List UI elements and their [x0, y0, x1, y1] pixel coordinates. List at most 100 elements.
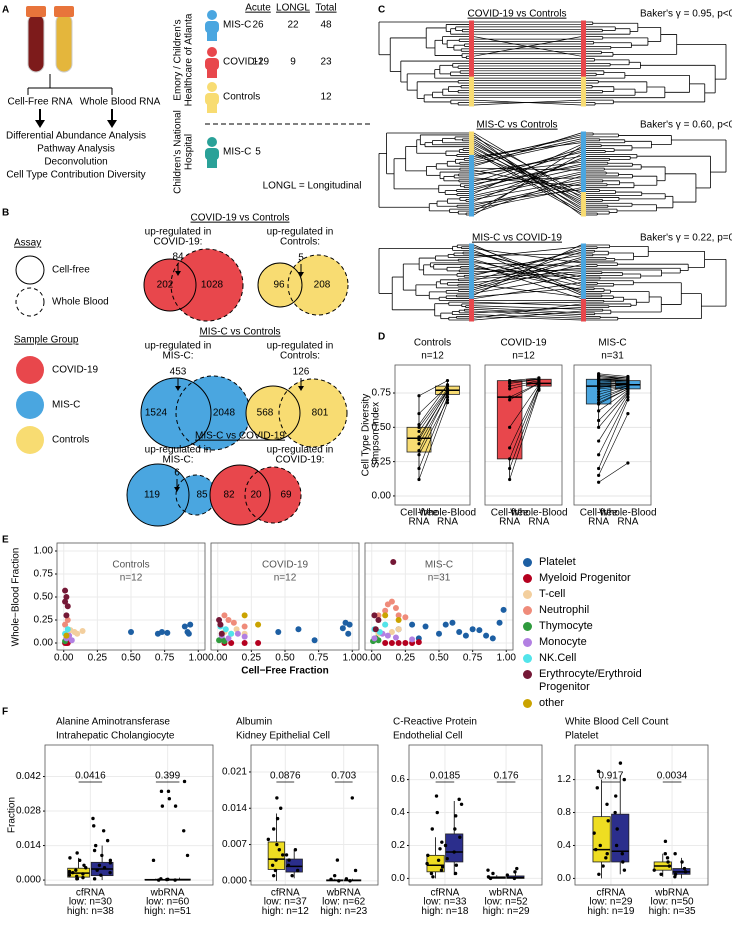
point [445, 379, 450, 383]
point [597, 418, 601, 423]
group-count: high: n=38 [67, 906, 114, 917]
box [445, 833, 464, 863]
point [508, 384, 512, 388]
side-label: up-regulated in [267, 341, 334, 352]
pair-line [418, 380, 448, 397]
point [597, 480, 601, 484]
site-label: Emory / Children's [173, 19, 184, 100]
legend-item: NK.Cell [520, 652, 720, 665]
side-label: MIS-C: [162, 455, 193, 466]
panel-frame [56, 542, 206, 651]
point [597, 439, 601, 443]
point [185, 630, 192, 637]
point [382, 607, 389, 614]
point [409, 621, 416, 628]
legend-swatch [523, 574, 532, 583]
point [272, 827, 276, 831]
point [457, 797, 461, 802]
group-symbol [16, 426, 44, 454]
point [596, 769, 601, 774]
point [462, 632, 469, 639]
x-tick-label: 0.75 [463, 653, 483, 664]
venn-cf [245, 385, 301, 441]
point [597, 390, 601, 394]
tanglegram-stat: Baker's γ = 0.22, p=0.002 [640, 233, 732, 244]
point [78, 858, 82, 863]
x-tick-label: Cell-free [491, 508, 529, 519]
point [295, 868, 300, 873]
p-value: 0.703 [331, 771, 356, 782]
pair-line [598, 391, 629, 421]
venn-overlap: 20 [250, 490, 262, 501]
footnote: LONGL = Longitudinal [263, 181, 362, 192]
venn-count: 208 [314, 280, 331, 291]
point [388, 640, 395, 647]
point [290, 873, 294, 878]
point [274, 858, 278, 862]
point [392, 634, 399, 641]
venn-overlap: 6 [174, 468, 180, 479]
tangle-line [473, 301, 582, 307]
comparison-title: MIS-C vs COVID-19 [195, 431, 285, 442]
x-tick-label: 0.50 [275, 653, 295, 664]
point [372, 626, 379, 633]
tangle-line [473, 146, 582, 216]
point [597, 395, 601, 399]
tube [27, 13, 45, 73]
pair-line [509, 381, 539, 390]
pair-line [598, 396, 629, 455]
point [417, 477, 421, 482]
y-tick-label: 0.50 [372, 422, 392, 433]
point [508, 466, 512, 471]
point [436, 858, 441, 862]
point [335, 858, 340, 862]
point [275, 796, 279, 800]
x-tick-label: 1.00 [497, 653, 517, 664]
pair-line [509, 388, 540, 469]
legend-item: Erythrocyte/Erythroid Progenitor [520, 668, 720, 694]
point [486, 875, 491, 879]
point [513, 870, 517, 874]
leaf-strip [581, 131, 586, 194]
person-head [207, 137, 217, 147]
point [508, 477, 512, 482]
point [388, 628, 395, 635]
p-value: 0.0876 [270, 771, 301, 782]
y-tick-label: 0.4 [391, 807, 405, 818]
point [277, 848, 282, 852]
source-label: Cell-Free RNA [7, 97, 72, 108]
point [402, 614, 409, 621]
pair-line [598, 385, 628, 395]
x-tick-label: cfRNA [430, 888, 459, 899]
p-value: 0.399 [155, 771, 180, 782]
point [216, 617, 223, 624]
point [592, 831, 596, 835]
venn-wb [287, 254, 349, 316]
point [601, 864, 605, 868]
point [597, 453, 601, 457]
point [435, 810, 439, 815]
facet-title: COVID-19 [262, 560, 309, 571]
tanglegram-title: COVID-19 vs Controls [468, 9, 567, 20]
point [95, 868, 99, 872]
x-tick-label: Cell-free [580, 508, 618, 519]
point [350, 796, 354, 800]
x-tick-label: RNA [588, 517, 609, 528]
point [100, 853, 104, 858]
point [626, 411, 630, 416]
point [682, 866, 687, 871]
x-tick-label: 0.00 [362, 653, 382, 664]
point [453, 871, 458, 876]
legend-label: T-cell [539, 588, 566, 600]
tangle-line [473, 308, 582, 315]
x-tick-label: RNA [528, 517, 549, 528]
facet-title: Albumin [236, 717, 272, 728]
point [429, 871, 434, 876]
x-axis-label: Cell−Free Fraction [241, 666, 329, 677]
point [597, 425, 601, 429]
point [417, 425, 421, 429]
point [431, 875, 435, 879]
legend-label: Controls [52, 435, 89, 446]
facet-subtitle: n=12 [512, 351, 535, 362]
point [241, 633, 248, 640]
